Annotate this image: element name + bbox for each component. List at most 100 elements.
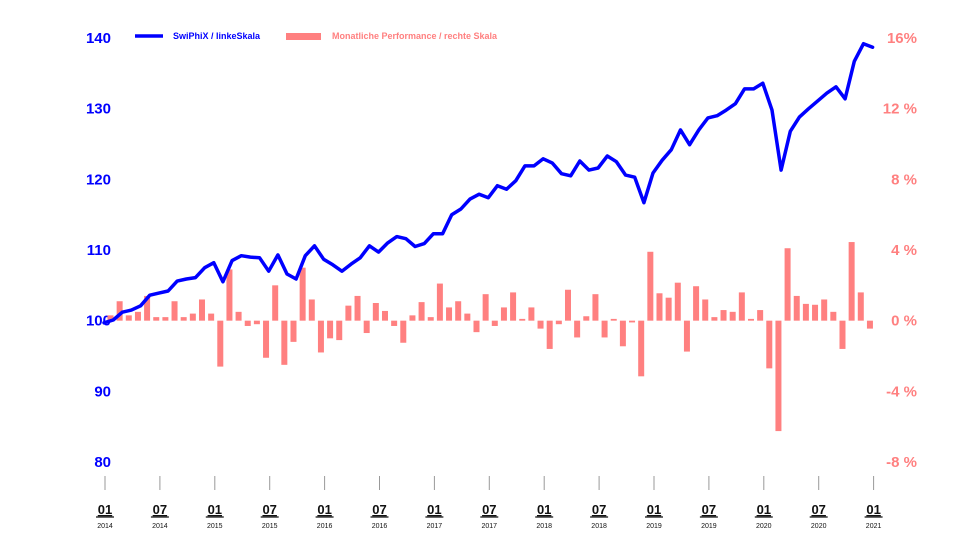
x-tick-month: 07 (811, 502, 825, 517)
x-tick-year: 2017 (427, 523, 443, 530)
x-tick-month: 01 (427, 502, 441, 517)
performance-bar (510, 292, 517, 321)
swiphix-line (102, 41, 875, 325)
left-axis-tick-label: 100 (86, 313, 111, 330)
performance-bar (482, 294, 489, 321)
performance-bar (272, 285, 279, 321)
performance-bar (253, 320, 260, 325)
left-axis-tick-label: 120 (86, 171, 111, 188)
performance-bar (409, 315, 416, 321)
x-tick-year: 2015 (207, 523, 223, 530)
performance-bar (711, 317, 718, 321)
performance-bar (171, 301, 178, 321)
swiphix-series-line (102, 41, 875, 325)
performance-bar (830, 311, 837, 321)
performance-bar (619, 320, 626, 347)
legend-bar-swatch (286, 33, 321, 40)
left-axis-tick-label: 110 (87, 242, 111, 259)
performance-bar (775, 320, 782, 432)
performance-bar (208, 313, 215, 321)
performance-bar (757, 310, 764, 321)
x-tick-year: 2014 (97, 523, 113, 530)
performance-bar (363, 320, 370, 334)
performance-bar (574, 320, 581, 338)
performance-bar (226, 269, 233, 321)
right-axis: 16% 12 % 8 % 4 % 0 % -4 % -8 % (883, 30, 917, 471)
x-tick-year: 2019 (646, 523, 662, 530)
performance-bar (290, 320, 297, 342)
x-tick-month: 07 (262, 502, 276, 517)
performance-bar (299, 267, 306, 321)
performance-bar (464, 313, 471, 321)
performance-bar (683, 320, 690, 352)
performance-bar (153, 317, 160, 321)
performance-bar (866, 320, 873, 329)
performance-bar (455, 301, 462, 321)
performance-bar (537, 320, 544, 329)
x-tick-month: 01 (866, 502, 880, 517)
performance-bar (693, 286, 700, 321)
performance-bar (647, 251, 654, 321)
left-axis-tick-label: 90 (94, 383, 111, 400)
left-axis-tick-label: 140 (86, 30, 111, 47)
x-tick-month: 07 (592, 502, 606, 517)
performance-bar (427, 317, 434, 321)
performance-bar (519, 318, 526, 321)
performance-bar (327, 320, 334, 339)
legend: SwiPhiX / linkeSkala Monatliche Performa… (135, 31, 498, 41)
performance-bar (629, 320, 636, 323)
performance-bar (281, 320, 288, 365)
x-tick-year: 2021 (866, 523, 882, 530)
performance-bar (546, 320, 553, 349)
x-tick-year: 2020 (756, 523, 772, 530)
monthly-performance-bars (107, 242, 873, 432)
right-axis-tick-label: 0 % (891, 313, 917, 330)
performance-bar (720, 310, 727, 321)
performance-bar (857, 292, 864, 321)
performance-bar (162, 317, 169, 321)
performance-bar (134, 311, 141, 321)
performance-bar (235, 311, 242, 321)
performance-bar (217, 320, 224, 367)
performance-bar (702, 299, 709, 321)
performance-bar (345, 305, 352, 321)
performance-bar (354, 295, 361, 321)
performance-bar (381, 310, 388, 321)
performance-bar (793, 295, 800, 321)
x-tick-year: 2016 (317, 523, 333, 530)
performance-bar (107, 315, 114, 321)
x-tick-month: 01 (317, 502, 331, 517)
left-axis-tick-label: 130 (86, 101, 111, 118)
performance-bar (821, 299, 828, 321)
x-tick-month: 01 (757, 502, 771, 517)
performance-bar (601, 320, 608, 338)
performance-bar (144, 295, 151, 321)
performance-bar (336, 320, 343, 341)
legend-bar-label: Monatliche Performance / rechte Skala (332, 31, 498, 41)
x-tick-year: 2018 (536, 523, 552, 530)
right-axis-tick-label: 12 % (883, 101, 917, 118)
x-axis: 01 2014 07 2014 01 2015 07 2015 01 2016 07 2016 01 20… (96, 476, 883, 530)
performance-bar (308, 299, 315, 321)
performance-bar (848, 242, 855, 321)
performance-bar (446, 307, 453, 321)
performance-bar (189, 313, 196, 321)
performance-bar (766, 320, 773, 369)
performance-bar (638, 320, 645, 377)
x-tick-month: 01 (208, 502, 222, 517)
performance-bar (418, 302, 425, 321)
right-axis-tick-label: -4 % (886, 383, 917, 400)
performance-bar (729, 311, 736, 321)
performance-bar (436, 283, 443, 321)
performance-bar (473, 320, 480, 333)
right-axis-tick-label: 4 % (891, 242, 917, 259)
right-axis-tick-label: 8 % (891, 171, 917, 188)
x-tick-month: 01 (98, 502, 112, 517)
performance-bar (500, 307, 507, 321)
performance-bar (555, 320, 562, 325)
right-axis-tick-label: -8 % (886, 454, 917, 471)
performance-bar (391, 320, 398, 326)
performance-bar (610, 318, 617, 321)
performance-bar (583, 316, 590, 321)
